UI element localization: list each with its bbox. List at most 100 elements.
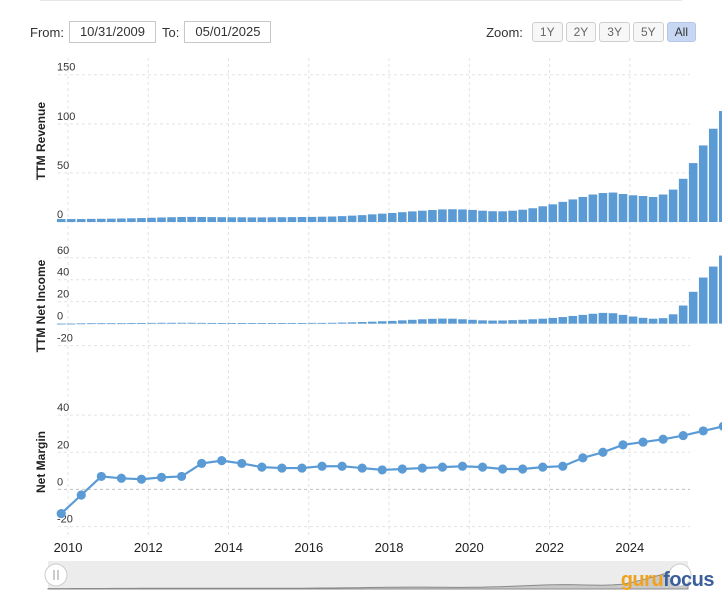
bar bbox=[307, 216, 317, 222]
x-tick-label: 2014 bbox=[214, 540, 243, 555]
zoom-all-button[interactable]: All bbox=[666, 22, 696, 42]
data-point bbox=[678, 430, 688, 441]
x-tick-label: 2010 bbox=[54, 540, 83, 555]
y-tick-label: 40 bbox=[57, 402, 69, 414]
bar bbox=[478, 320, 487, 324]
bar bbox=[257, 323, 267, 324]
to-label: To: bbox=[162, 24, 180, 40]
bar bbox=[648, 196, 658, 222]
bar bbox=[528, 319, 538, 324]
bar bbox=[367, 321, 377, 324]
bar bbox=[548, 317, 558, 324]
data-point bbox=[156, 472, 167, 482]
bar bbox=[327, 322, 337, 324]
y-tick-label: 20 bbox=[57, 289, 69, 301]
bar bbox=[718, 111, 722, 222]
y-tick-label: 50 bbox=[57, 160, 69, 172]
data-point bbox=[578, 453, 588, 463]
data-point bbox=[417, 463, 427, 473]
bar bbox=[678, 305, 688, 324]
bar bbox=[357, 215, 367, 222]
data-point bbox=[317, 461, 327, 471]
bar bbox=[187, 216, 196, 222]
bar bbox=[377, 213, 387, 222]
bar bbox=[127, 218, 136, 222]
data-point bbox=[297, 463, 307, 473]
data-point bbox=[718, 421, 722, 431]
data-point bbox=[698, 426, 708, 436]
bar bbox=[197, 322, 206, 324]
zoom-5y-button[interactable]: 5Y bbox=[632, 22, 664, 42]
bar bbox=[628, 316, 638, 324]
bar bbox=[167, 322, 176, 324]
date-range: From: 10/31/2009 To: 05/01/2025 bbox=[30, 20, 277, 44]
data-point bbox=[518, 464, 528, 474]
y-axis-title: Net Margin bbox=[34, 431, 48, 493]
to-date-input[interactable]: 05/01/2025 bbox=[184, 21, 272, 43]
bar bbox=[217, 217, 227, 222]
data-point bbox=[558, 461, 568, 471]
bar bbox=[558, 201, 568, 222]
bar bbox=[177, 322, 186, 324]
bar bbox=[428, 318, 437, 324]
from-date-input[interactable]: 10/31/2009 bbox=[68, 21, 157, 43]
bar bbox=[187, 322, 196, 324]
navigator-handle-right[interactable] bbox=[668, 563, 692, 587]
bar bbox=[347, 215, 357, 222]
navigator-handle-left[interactable] bbox=[44, 563, 68, 587]
zoom-1y-button[interactable]: 1Y bbox=[531, 22, 563, 42]
bar bbox=[157, 217, 166, 222]
data-point bbox=[658, 434, 668, 444]
bar bbox=[267, 322, 277, 324]
navigator-track bbox=[48, 561, 688, 589]
bar bbox=[97, 218, 106, 222]
bar bbox=[207, 322, 216, 324]
bar bbox=[528, 208, 538, 222]
bar bbox=[297, 322, 307, 324]
bar bbox=[237, 323, 247, 324]
bar bbox=[117, 323, 126, 325]
bar bbox=[708, 266, 718, 324]
bar bbox=[478, 210, 487, 222]
bar bbox=[678, 178, 688, 222]
bar bbox=[488, 211, 497, 222]
zoom-2y-button[interactable]: 2Y bbox=[565, 22, 597, 42]
bar bbox=[488, 320, 497, 324]
bar bbox=[508, 210, 517, 222]
bar bbox=[277, 322, 287, 324]
x-tick-label: 2016 bbox=[294, 540, 323, 555]
bar bbox=[638, 317, 648, 324]
bar bbox=[247, 217, 257, 222]
from-label: From: bbox=[30, 24, 64, 40]
bar bbox=[357, 322, 367, 324]
bar bbox=[438, 318, 447, 324]
bar bbox=[337, 322, 347, 324]
y-tick-label: 0 bbox=[57, 209, 63, 221]
data-point bbox=[437, 462, 448, 472]
y-tick-label: 0 bbox=[57, 311, 63, 323]
bar bbox=[588, 194, 598, 222]
bar bbox=[498, 320, 507, 324]
zoom-label: Zoom: bbox=[486, 24, 523, 40]
bar bbox=[538, 206, 548, 222]
bar bbox=[418, 210, 427, 222]
bar bbox=[468, 209, 477, 222]
bar bbox=[287, 322, 297, 324]
bar bbox=[628, 195, 638, 222]
bar bbox=[56, 323, 66, 325]
bar bbox=[56, 219, 66, 222]
y-tick-label: 0 bbox=[57, 476, 63, 488]
data-point bbox=[56, 508, 66, 519]
data-point bbox=[96, 471, 106, 482]
data-point bbox=[116, 473, 127, 483]
bar bbox=[548, 204, 558, 222]
data-point bbox=[337, 461, 347, 471]
bar bbox=[648, 318, 658, 324]
bar bbox=[317, 322, 327, 324]
zoom-3y-button[interactable]: 3Y bbox=[599, 22, 630, 42]
bar bbox=[618, 194, 628, 222]
bar bbox=[578, 314, 588, 324]
data-point bbox=[136, 474, 147, 484]
data-point bbox=[618, 440, 628, 450]
bar bbox=[668, 314, 678, 324]
